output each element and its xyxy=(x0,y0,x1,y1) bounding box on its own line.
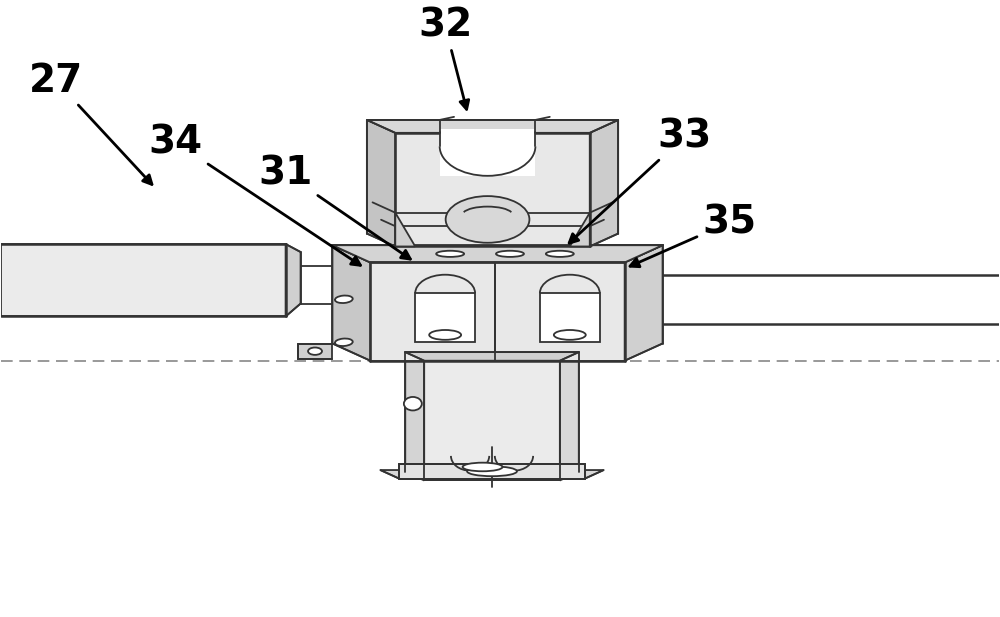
Ellipse shape xyxy=(467,466,517,476)
Polygon shape xyxy=(1,244,286,317)
Polygon shape xyxy=(286,244,301,317)
Polygon shape xyxy=(424,361,560,481)
FancyBboxPatch shape xyxy=(415,293,475,342)
Polygon shape xyxy=(405,352,424,481)
Polygon shape xyxy=(332,245,370,361)
Polygon shape xyxy=(332,245,663,262)
Polygon shape xyxy=(395,133,590,246)
Ellipse shape xyxy=(335,296,353,303)
Ellipse shape xyxy=(436,251,464,257)
Bar xyxy=(440,128,535,176)
Polygon shape xyxy=(380,470,604,479)
Text: 31: 31 xyxy=(258,154,410,259)
Polygon shape xyxy=(332,245,663,262)
Ellipse shape xyxy=(554,330,586,340)
Ellipse shape xyxy=(463,463,502,471)
Ellipse shape xyxy=(446,196,529,242)
Text: 33: 33 xyxy=(569,117,712,243)
Text: 34: 34 xyxy=(149,123,360,265)
Ellipse shape xyxy=(308,347,322,355)
Ellipse shape xyxy=(546,251,574,257)
Polygon shape xyxy=(367,120,395,246)
Text: 27: 27 xyxy=(29,62,152,184)
Polygon shape xyxy=(495,262,625,361)
Polygon shape xyxy=(399,464,585,479)
Ellipse shape xyxy=(429,330,461,340)
Polygon shape xyxy=(590,120,618,246)
Polygon shape xyxy=(570,213,590,246)
Polygon shape xyxy=(367,120,618,133)
Text: 32: 32 xyxy=(418,7,472,109)
Ellipse shape xyxy=(404,397,422,410)
Polygon shape xyxy=(625,245,663,361)
Polygon shape xyxy=(560,352,579,481)
Text: 35: 35 xyxy=(630,204,756,267)
Polygon shape xyxy=(370,262,495,361)
Ellipse shape xyxy=(496,251,524,257)
FancyBboxPatch shape xyxy=(540,293,600,342)
Polygon shape xyxy=(405,352,579,361)
Polygon shape xyxy=(298,344,332,359)
Ellipse shape xyxy=(335,339,353,346)
Polygon shape xyxy=(395,213,415,246)
